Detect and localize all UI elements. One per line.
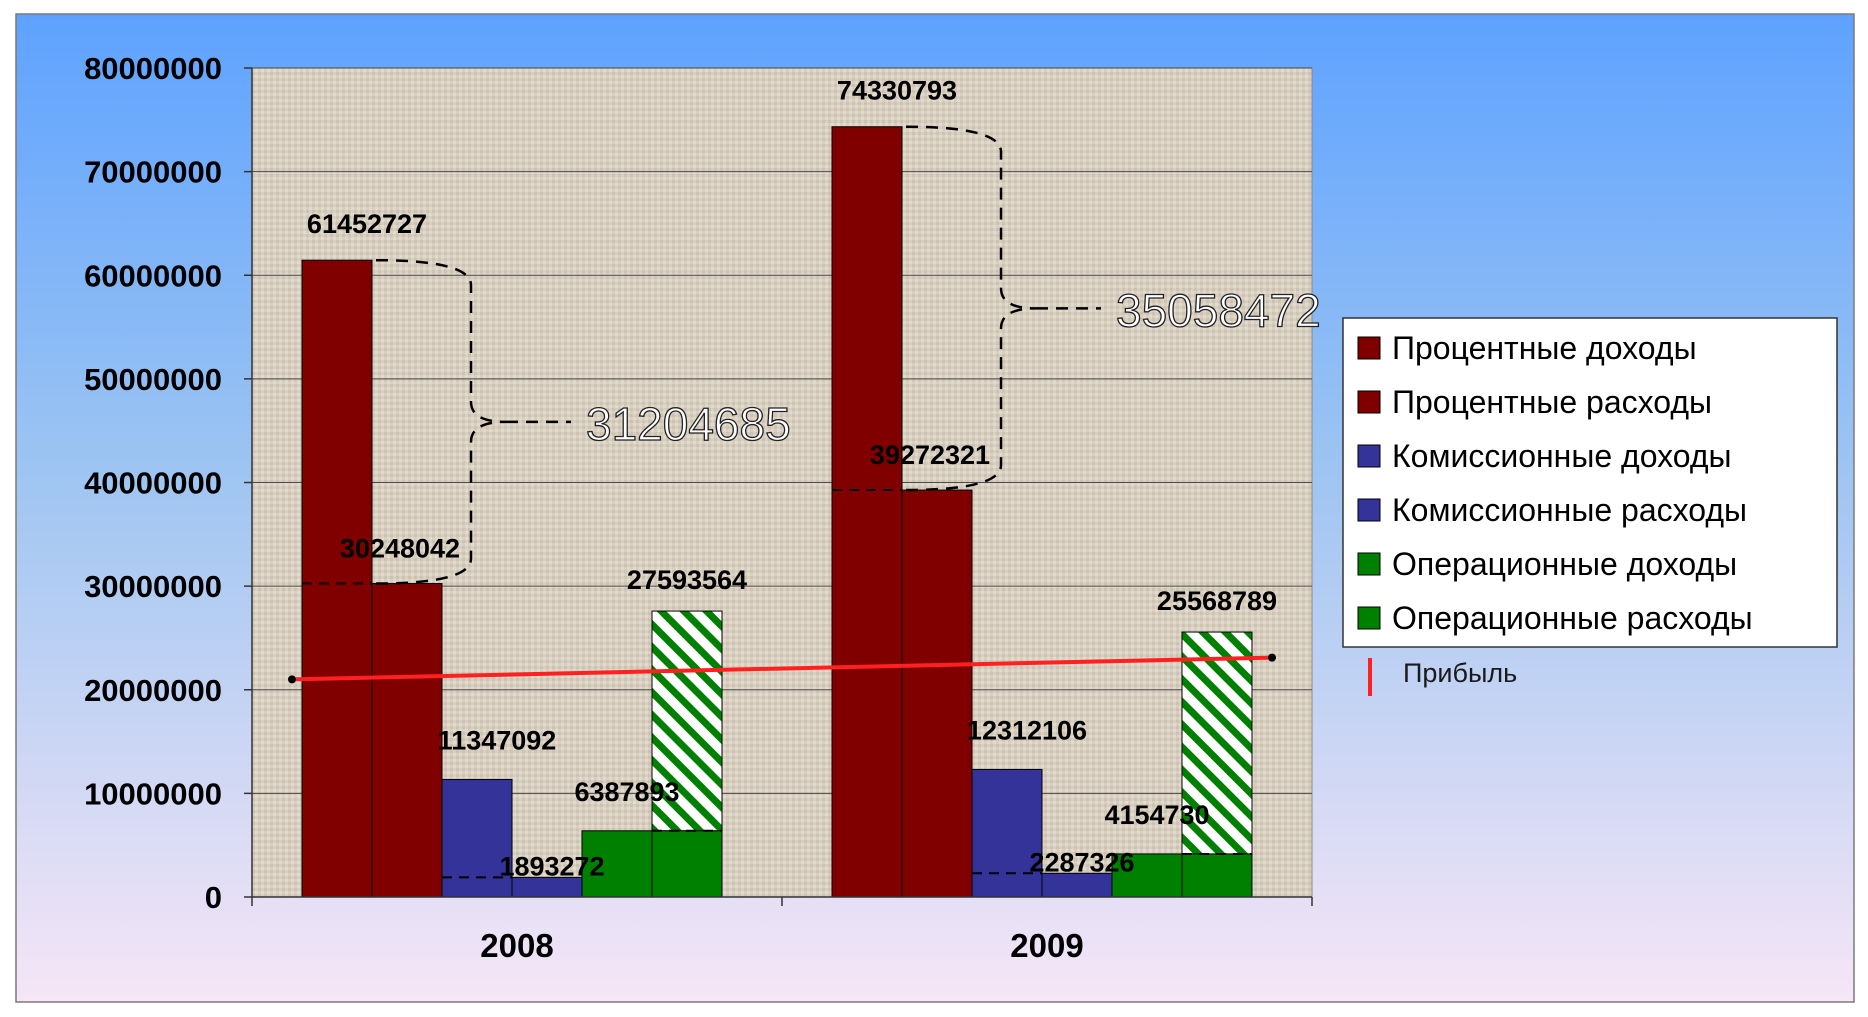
bar [651, 830, 723, 898]
y-tick-label: 20000000 [84, 673, 222, 708]
legend-label: Процентные доходы [1392, 330, 1697, 366]
legend-swatch [1357, 390, 1381, 414]
y-tick-label: 50000000 [84, 362, 222, 397]
legend-label: Операционные расходы [1392, 600, 1753, 636]
y-tick-label: 10000000 [84, 776, 222, 811]
data-label: 61452727 [307, 209, 427, 239]
bar [831, 126, 903, 898]
bar [371, 583, 443, 898]
data-label: 1893272 [499, 851, 604, 881]
x-axis: 2008 2009 [251, 896, 1313, 964]
data-label: 6387893 [574, 777, 679, 807]
legend-swatch [1357, 336, 1381, 360]
legend-swatch [1357, 606, 1381, 630]
x-tick-label: 2009 [1010, 927, 1083, 964]
profit-point [1268, 653, 1276, 662]
profit-line [288, 653, 1276, 684]
legend-label: Процентные расходы [1392, 384, 1712, 420]
bar [901, 489, 973, 898]
data-label: 74330793 [837, 76, 957, 106]
x-tick-label: 2008 [480, 927, 553, 964]
data-label: 27593564 [627, 565, 747, 595]
legend-swatch [1357, 444, 1381, 468]
bar [581, 830, 653, 898]
legend-label: Комиссионные расходы [1392, 492, 1747, 528]
legend-swatch [1357, 552, 1381, 576]
difference-braces: 31204685 35058472 [302, 125, 1321, 879]
data-label: 30248042 [340, 534, 460, 564]
profit-point [288, 675, 296, 684]
y-axis: 0 10000000 20000000 30000000 40000000 5000000… [84, 51, 253, 915]
legend-box [1342, 317, 1838, 648]
y-tick-label: 30000000 [84, 569, 222, 604]
data-label: 12312106 [967, 715, 1087, 745]
data-label: 25568789 [1157, 586, 1277, 616]
legend: Процентные доходы Процентные расходы Комис… [1342, 317, 1838, 696]
y-tick-label: 70000000 [84, 155, 222, 190]
bar-hatched-segment [651, 610, 723, 832]
difference-annotation: 35058472 [1116, 284, 1321, 336]
difference-annotation: 31204685 [586, 398, 791, 450]
legend-label: Комиссионные доходы [1392, 438, 1732, 474]
profit-line-segment [291, 655, 1273, 682]
bar-hatched-segment [1181, 631, 1253, 855]
data-label: 2287326 [1029, 847, 1134, 877]
data-label: 4154730 [1104, 800, 1209, 830]
bar-series [301, 126, 1253, 898]
legend-label: Операционные доходы [1392, 546, 1737, 582]
y-tick-label: 40000000 [84, 466, 222, 501]
y-tick-label: 0 [205, 880, 222, 915]
data-label: 39272321 [870, 440, 990, 470]
data-label: 11347092 [438, 725, 557, 755]
bar [301, 259, 373, 898]
legend-swatch [1357, 498, 1381, 522]
bar [971, 768, 1043, 898]
bar [1111, 853, 1183, 898]
data-labels: 61452727 30248042 11347092 1893272 6387893 27… [307, 76, 1277, 882]
bar [1181, 853, 1253, 898]
y-tick-label: 60000000 [84, 258, 222, 293]
legend-profit-label: Прибыль [1403, 658, 1517, 688]
y-tick-label: 80000000 [84, 51, 222, 86]
